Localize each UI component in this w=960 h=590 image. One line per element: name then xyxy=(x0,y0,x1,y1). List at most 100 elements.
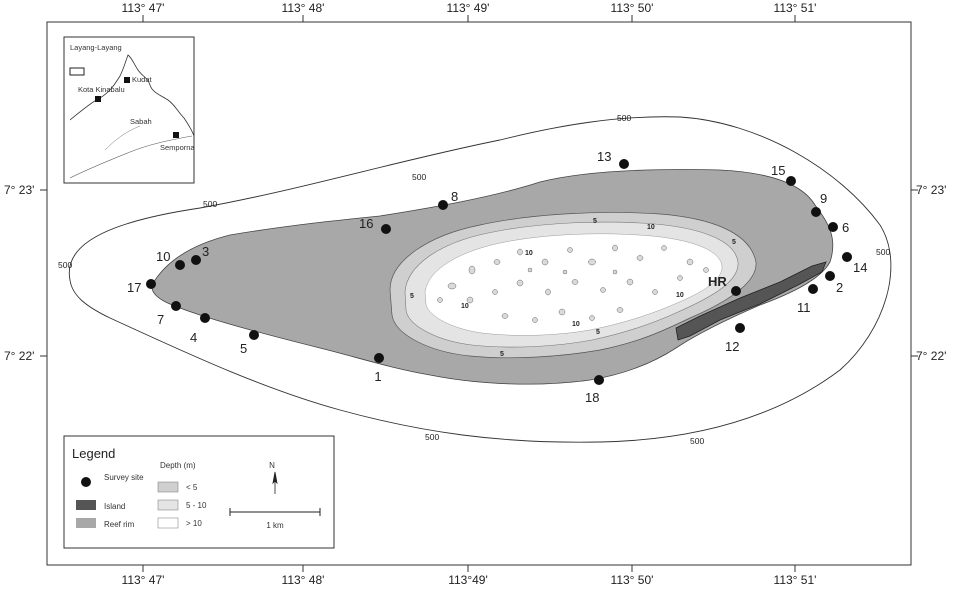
lon-label-top: 113° 49' xyxy=(447,1,490,15)
lon-label-bottom: 113° 51' xyxy=(774,573,817,587)
inset-label-semporna: Semporna xyxy=(160,143,195,152)
tick-marks xyxy=(40,15,918,572)
lon-label-bottom: 113° 48' xyxy=(282,573,325,587)
patch-reefs xyxy=(437,244,709,323)
legend-depth-swatch-shallow xyxy=(157,481,179,493)
survey-site-13 xyxy=(619,159,629,169)
longitude-labels-top: 113° 47' 113° 48' 113° 49' 113° 50' 113°… xyxy=(122,1,817,15)
site-label-6: 6 xyxy=(842,220,849,235)
depth-label-5: 5 xyxy=(732,239,736,246)
depth-label-10: 10 xyxy=(572,321,580,328)
survey-site-17 xyxy=(146,279,156,289)
survey-site-1 xyxy=(374,353,384,363)
lon-label-bottom: 113° 47' xyxy=(122,573,165,587)
legend-island-swatch xyxy=(76,500,96,510)
lon-label-bottom: 113° 50' xyxy=(611,573,654,587)
lon-label-top: 113° 47' xyxy=(122,1,165,15)
contour-label: 500 xyxy=(617,113,631,123)
site-label-10: 10 xyxy=(156,249,170,264)
survey-site-11 xyxy=(808,284,818,294)
legend-reef-rim-label: Reef rim xyxy=(104,520,135,529)
lat-label-right: 7° 23' xyxy=(916,183,946,197)
depth-label-10: 10 xyxy=(461,303,469,310)
contour-label: 500 xyxy=(58,260,72,270)
legend-island-label: Island xyxy=(104,502,125,511)
contour-label: 500 xyxy=(425,432,439,442)
legend-survey-site-symbol xyxy=(81,477,91,487)
survey-site-16 xyxy=(381,224,391,234)
inset-map: Layang-Layang Kudat Kota Kinabalu Sabah … xyxy=(63,36,195,184)
inset-label-kota-kinabalu: Kota Kinabalu xyxy=(78,85,125,94)
legend: Legend Survey site Island Reef rim Depth… xyxy=(63,435,335,549)
survey-site-9 xyxy=(811,207,821,217)
site-label-4: 4 xyxy=(190,330,197,345)
inset-marker-semporna xyxy=(173,132,179,138)
survey-site-2 xyxy=(825,271,835,281)
hr-label: HR xyxy=(708,274,727,289)
lon-label-top: 113° 51' xyxy=(774,1,817,15)
scale-bar-label: 1 km xyxy=(266,521,284,530)
legend-depth-label-shallow: < 5 xyxy=(186,483,198,492)
legend-depth-title: Depth (m) xyxy=(160,461,196,470)
legend-depth-label-mid: 5 - 10 xyxy=(186,501,207,510)
site-label-18: 18 xyxy=(585,390,599,405)
survey-site-hr xyxy=(731,286,741,296)
lon-label-top: 113° 50' xyxy=(611,1,654,15)
legend-survey-site-label: Survey site xyxy=(104,473,144,482)
lat-label-left: 7° 22' xyxy=(4,349,34,363)
lon-label-top: 113° 48' xyxy=(282,1,325,15)
contour-label: 500 xyxy=(203,199,217,209)
survey-sites xyxy=(146,159,852,385)
island xyxy=(675,261,827,341)
latitude-labels: 7° 23' 7° 22' 7° 23' 7° 22' xyxy=(4,183,946,363)
contour-labels: 500 500 500 500 500 500 500 xyxy=(58,113,890,446)
site-label-9: 9 xyxy=(820,191,827,206)
lat-label-left: 7° 23' xyxy=(4,183,34,197)
depth-label-5: 5 xyxy=(596,329,600,336)
site-label-11: 11 xyxy=(797,300,811,315)
site-label-2: 2 xyxy=(836,280,843,295)
depth-label-10: 10 xyxy=(525,250,533,257)
depth-label-10: 10 xyxy=(647,224,655,231)
depth-label-10: 10 xyxy=(676,292,684,299)
survey-site-4 xyxy=(200,313,210,323)
lagoon-deep xyxy=(424,233,723,336)
site-label-8: 8 xyxy=(451,189,458,204)
depth-labels: 5 10 5 10 5 10 10 5 5 10 xyxy=(410,218,736,358)
survey-site-6 xyxy=(828,222,838,232)
site-label-13: 13 xyxy=(597,149,611,164)
contour-label: 500 xyxy=(412,172,426,182)
inset-marker-kota-kinabalu xyxy=(95,96,101,102)
site-label-17: 17 xyxy=(127,280,141,295)
site-label-14: 14 xyxy=(853,260,867,275)
inset-border xyxy=(69,135,193,179)
survey-site-7 xyxy=(171,301,181,311)
legend-depth-label-deep: > 10 xyxy=(186,519,202,528)
north-arrow-icon xyxy=(272,471,278,494)
site-label-12: 12 xyxy=(725,339,739,354)
contour-500m xyxy=(68,116,892,443)
site-label-3: 3 xyxy=(202,244,209,259)
inset-frame xyxy=(63,36,195,184)
contour-label: 500 xyxy=(690,436,704,446)
survey-site-15 xyxy=(786,176,796,186)
longitude-labels-bottom: 113° 47' 113° 48' 113°49' 113° 50' 113° … xyxy=(122,573,817,587)
depth-label-5: 5 xyxy=(500,351,504,358)
survey-site-labels: 1 2 3 4 5 6 7 8 9 10 11 12 13 14 15 16 1… xyxy=(127,149,867,405)
legend-depth-swatch-deep xyxy=(157,517,179,529)
inset-layang-box xyxy=(69,67,85,76)
site-label-16: 16 xyxy=(359,216,373,231)
survey-site-5 xyxy=(249,330,259,340)
survey-site-10 xyxy=(175,260,185,270)
lat-label-right: 7° 22' xyxy=(916,349,946,363)
lon-label-bottom: 113°49' xyxy=(448,573,488,587)
survey-site-14 xyxy=(842,252,852,262)
inset-marker-kudat xyxy=(124,77,130,83)
site-label-7: 7 xyxy=(157,312,164,327)
inset-label-kudat: Kudat xyxy=(132,75,153,84)
inset-coastline xyxy=(69,54,195,137)
inset-label-layang-layang: Layang-Layang xyxy=(70,43,122,52)
legend-title: Legend xyxy=(72,446,115,461)
depth-label-5: 5 xyxy=(410,293,414,300)
